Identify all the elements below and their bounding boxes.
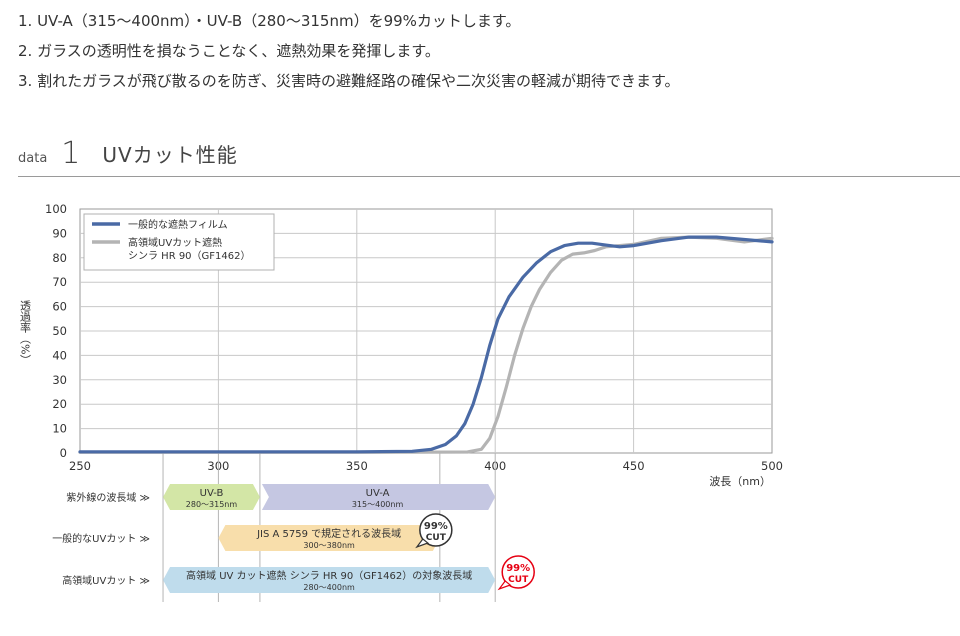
y-tick-label: 90 [52,226,67,240]
band-segment-range: 300～380nm [303,541,355,550]
y-tick-label: 100 [45,202,67,216]
band-segment-range: 280～315nm [186,500,238,509]
x-tick-label: 350 [346,459,368,473]
x-tick-label: 500 [761,459,783,473]
section-divider [18,176,960,177]
y-tick-label: 70 [52,275,67,289]
legend-label: 高領域UVカット遮熱 [128,236,222,249]
band-row-label: 高領域UVカット ≫ [62,574,150,587]
y-tick-label: 20 [52,397,67,411]
y-tick-label: 30 [52,373,67,387]
x-axis-label: 波長（nm） [709,475,771,488]
y-tick-label: 50 [52,324,67,338]
series-line [78,235,774,454]
band-segment-label: UV-A [366,488,390,499]
band-segment-label: JIS A 5759 で規定される波長域 [256,527,401,540]
y-axis-label: 透過率（%） [19,300,32,366]
cut-badge [501,555,535,589]
cut-badge [419,513,453,547]
band-segment [261,484,496,510]
y-tick-label: 40 [52,348,67,362]
cut-badge-tail [415,538,430,549]
y-tick-label: 80 [52,251,67,265]
band-segment [218,525,440,551]
band-row-label: 紫外線の波長域 ≫ [66,491,150,504]
band-segment [163,567,496,593]
cut-badge-tail [497,580,512,591]
section-prefix: data [18,151,48,166]
section-number: 1 [61,136,81,171]
feature-item-1: 1. UV-A（315～400nm）・UV-B（280～315nm）を99%カッ… [18,12,521,30]
y-tick-label: 60 [52,300,67,314]
cut-badge-percent: 99% [424,521,448,532]
x-tick-label: 250 [69,459,91,473]
band-segment [163,484,260,510]
cut-badge-label: CUT [508,575,529,585]
series-line [78,235,774,454]
cut-badge-label: CUT [426,533,447,543]
feature-item-3: 3. 割れたガラスが飛び散るのを防ぎ、災害時の避難経路の確保や二次災害の軽減が期… [18,72,680,90]
section-heading: data 1 UVカット性能 [18,130,238,170]
feature-item-2: 2. ガラスの透明性を損なうことなく、遮熱効果を発揮します。 [18,42,440,60]
legend-label: 一般的な遮熱フィルム [128,218,228,231]
legend-label: シンラ HR 90（GF1462） [128,250,251,262]
band-segment-range: 315～400nm [352,500,404,509]
feature-list: 1. UV-A（315～400nm）・UV-B（280～315nm）を99%カッ… [18,6,680,96]
band-segment-range: 280～400nm [303,583,355,592]
section-title: UVカット性能 [102,143,238,167]
band-segment-label: UV-B [200,488,224,499]
x-tick-label: 450 [623,459,645,473]
band-segment-label: 高領域 UV カット遮熱 シンラ HR 90（GF1462）の対象波長域 [186,569,472,582]
band-row-label: 一般的なUVカット ≫ [52,532,150,545]
y-tick-label: 0 [60,446,67,460]
cut-badge-percent: 99% [506,563,530,574]
y-tick-label: 10 [52,422,67,436]
